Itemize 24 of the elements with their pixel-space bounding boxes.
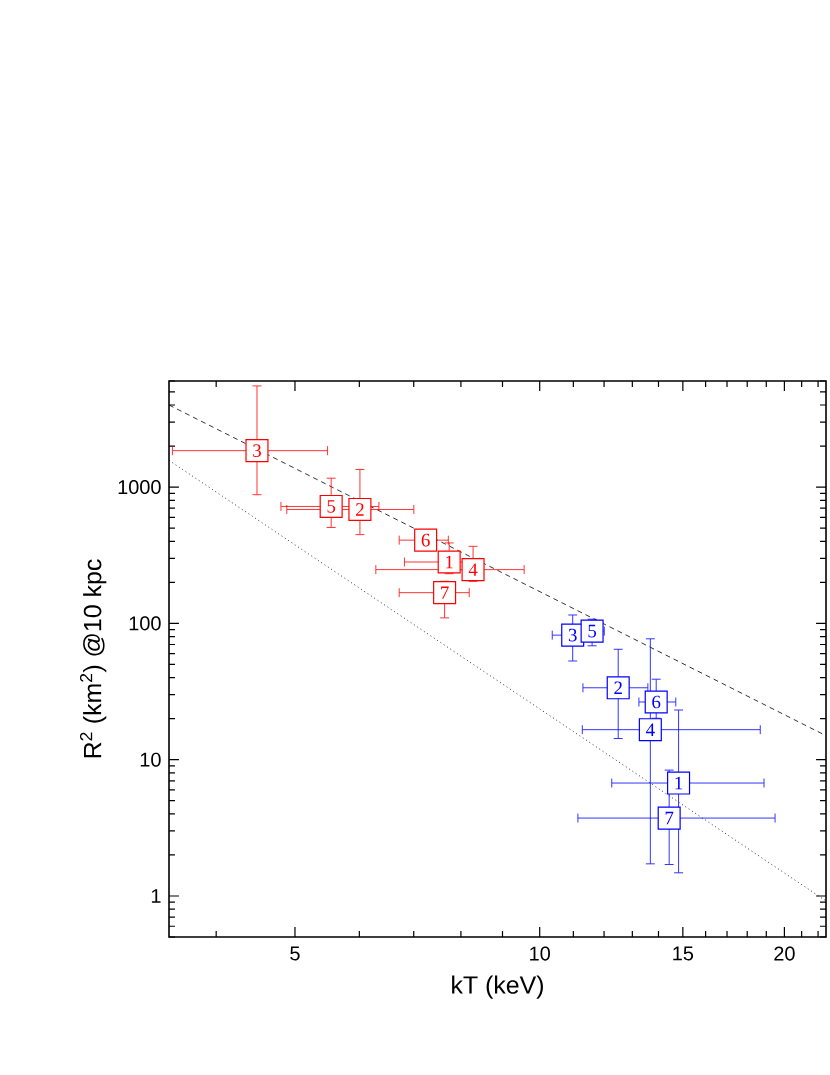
y-tick-label: 10 bbox=[140, 752, 161, 767]
annotation: 3 bbox=[253, 444, 261, 458]
annotation: 6 bbox=[652, 695, 661, 709]
annotation: 4 bbox=[468, 563, 478, 576]
x-tick-label: 10 bbox=[530, 946, 550, 961]
annotation: 1 bbox=[446, 555, 453, 569]
annotation: 2 bbox=[356, 503, 364, 516]
annotation: 6 bbox=[421, 533, 430, 547]
x-axis-title: kT (keV) bbox=[452, 975, 543, 999]
annotation: 7 bbox=[665, 811, 674, 825]
y-tick-label: 100 bbox=[129, 616, 161, 631]
annotation: 5 bbox=[327, 500, 336, 513]
y-tick-label: 1 bbox=[151, 889, 161, 903]
x-tick-label: 20 bbox=[774, 946, 795, 961]
annotation: 5 bbox=[588, 624, 597, 638]
annotation: 7 bbox=[441, 586, 449, 599]
y-axis-title: R$^{2}$ (km$^{2}$) @10 kpc bbox=[79, 559, 107, 758]
x-tick-label: 5 bbox=[290, 946, 300, 961]
annotation: 3 bbox=[568, 628, 577, 642]
annotation: 1 bbox=[675, 776, 683, 790]
y-tick-label: 1000 bbox=[118, 480, 161, 495]
annotation: 2 bbox=[614, 681, 622, 695]
x-tick-label: 15 bbox=[673, 946, 694, 961]
annotation: 4 bbox=[645, 723, 655, 736]
